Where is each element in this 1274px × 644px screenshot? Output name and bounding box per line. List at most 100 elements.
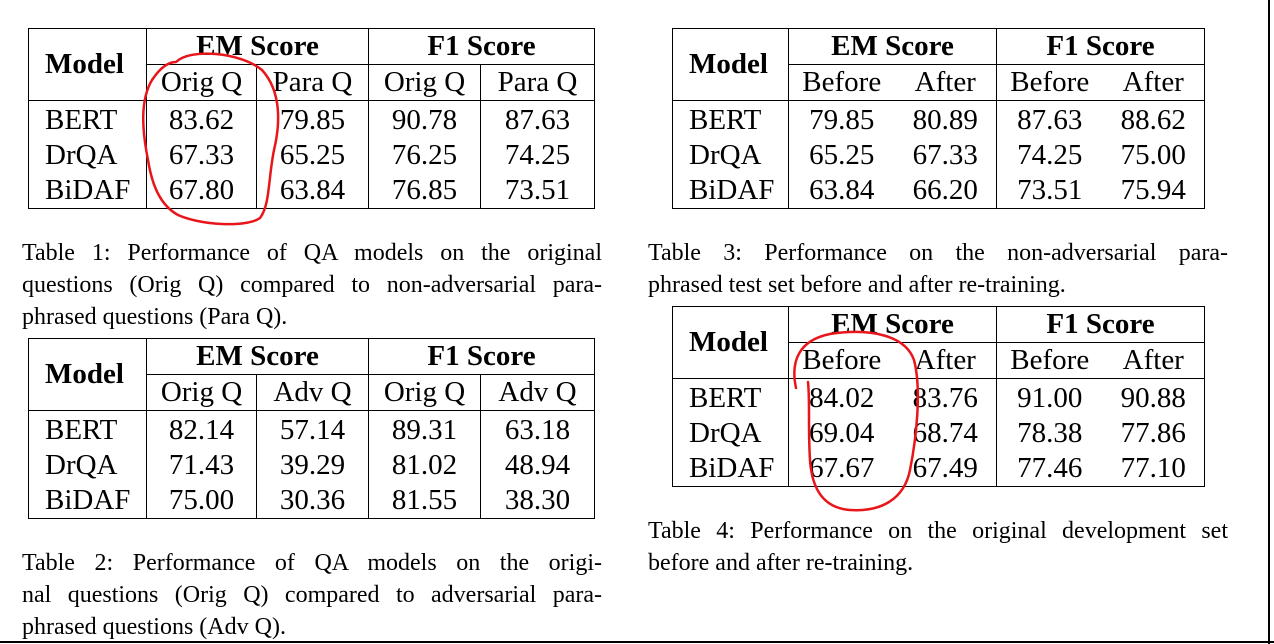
value-cell: 73.51 — [996, 173, 1103, 209]
value-cell: 77.86 — [1102, 416, 1205, 451]
table-row: BERT 79.85 80.89 87.63 88.62 — [672, 100, 1205, 138]
value-cell: 79.85 — [788, 100, 895, 138]
caption-line: nal questions (Orig Q) compared to adver… — [22, 582, 602, 608]
page-border-right — [1268, 0, 1270, 644]
value-cell: 74.25 — [480, 138, 595, 173]
value-cell: 74.25 — [996, 138, 1103, 173]
table-row: DrQA 69.04 68.74 78.38 77.86 — [672, 416, 1205, 451]
value-cell: 83.76 — [894, 378, 997, 416]
model-name-cell: BiDAF — [28, 173, 147, 209]
model-name-cell: BERT — [672, 378, 789, 416]
value-cell: 91.00 — [996, 378, 1103, 416]
caption-line: Table 2: Performance of QA models on the… — [22, 550, 602, 576]
table-row: BiDAF 67.67 67.49 77.46 77.10 — [672, 451, 1205, 487]
subheader-cell: Adv Q — [256, 374, 369, 411]
subheader-cell: Before — [996, 342, 1103, 379]
subheader-cell: Orig Q — [146, 374, 257, 411]
subheader-cell: After — [894, 64, 997, 101]
value-cell: 75.94 — [1102, 173, 1205, 209]
em-score-header: EM Score — [146, 338, 369, 375]
value-cell: 57.14 — [256, 410, 369, 448]
subheader-cell: After — [894, 342, 997, 379]
value-cell: 63.84 — [788, 173, 895, 209]
subheader-cell: Orig Q — [368, 374, 481, 411]
value-cell: 69.04 — [788, 416, 895, 451]
table-2: Model EM Score F1 Score Orig Q Adv Q Ori… — [28, 338, 595, 519]
value-cell: 63.18 — [480, 410, 595, 448]
value-cell: 90.88 — [1102, 378, 1205, 416]
table-2-caption: Table 2: Performance of QA models on the… — [22, 547, 602, 643]
table-3-caption: Table 3: Performance on the non-adversar… — [648, 237, 1228, 301]
table-row: DrQA 71.43 39.29 81.02 48.94 — [28, 448, 595, 483]
model-name-cell: BERT — [672, 100, 789, 138]
table-1: Model EM Score F1 Score Orig Q Para Q Or… — [28, 28, 595, 209]
caption-line: phrased test set before and after re-tra… — [648, 272, 1066, 298]
model-name-cell: BiDAF — [672, 451, 789, 487]
caption-line: questions (Orig Q) compared to non-adver… — [22, 272, 602, 298]
subheader-cell: Adv Q — [480, 374, 595, 411]
f1-score-header: F1 Score — [996, 306, 1205, 343]
value-cell: 81.55 — [368, 483, 481, 519]
table-row: BiDAF 63.84 66.20 73.51 75.94 — [672, 173, 1205, 209]
table-row: BERT 82.14 57.14 89.31 63.18 — [28, 410, 595, 448]
caption-line: Table 3: Performance on the non-adversar… — [648, 240, 1228, 266]
value-cell: 68.74 — [894, 416, 997, 451]
f1-score-header: F1 Score — [368, 28, 595, 65]
value-cell: 75.00 — [1102, 138, 1205, 173]
model-header: Model — [672, 28, 789, 101]
subheader-cell: Before — [788, 342, 895, 379]
value-cell: 88.62 — [1102, 100, 1205, 138]
value-cell: 65.25 — [256, 138, 369, 173]
subheader-cell: Orig Q — [146, 64, 257, 101]
model-name-cell: BERT — [28, 410, 147, 448]
red-circle-annotation-table-1 — [142, 52, 280, 226]
model-name-cell: DrQA — [28, 448, 147, 483]
value-cell: 81.02 — [368, 448, 481, 483]
table-4: Model EM Score F1 Score Before After Bef… — [672, 306, 1205, 487]
value-cell: 38.30 — [480, 483, 595, 519]
subheader-cell: Before — [788, 64, 895, 101]
value-cell: 76.85 — [368, 173, 481, 209]
table-3: Model EM Score F1 Score Before After Bef… — [672, 28, 1205, 209]
value-cell: 84.02 — [788, 378, 895, 416]
model-header: Model — [672, 306, 789, 379]
caption-line: before and after re-training. — [648, 550, 914, 576]
value-cell: 89.31 — [368, 410, 481, 448]
value-cell: 30.36 — [256, 483, 369, 519]
value-cell: 67.49 — [894, 451, 997, 487]
caption-line: phrased questions (Para Q). — [22, 304, 288, 330]
table-4-caption: Table 4: Performance on the original dev… — [648, 515, 1228, 579]
subheader-cell: After — [1102, 64, 1205, 101]
value-cell: 73.51 — [480, 173, 595, 209]
value-cell: 48.94 — [480, 448, 595, 483]
subheader-cell: After — [1102, 342, 1205, 379]
value-cell: 82.14 — [146, 410, 257, 448]
caption-line: Table 1: Performance of QA models on the… — [22, 240, 602, 266]
table-row: BiDAF 67.80 63.84 76.85 73.51 — [28, 173, 595, 209]
value-cell: 78.38 — [996, 416, 1103, 451]
caption-line: phrased questions (Adv Q). — [22, 614, 286, 640]
value-cell: 79.85 — [256, 100, 369, 138]
caption-line: Table 4: Performance on the original dev… — [648, 518, 1228, 544]
model-name-cell: DrQA — [28, 138, 147, 173]
model-header: Model — [28, 28, 147, 101]
table-row: BERT 84.02 83.76 91.00 90.88 — [672, 378, 1205, 416]
subheader-cell: Before — [996, 64, 1103, 101]
value-cell: 77.10 — [1102, 451, 1205, 487]
value-cell: 67.67 — [788, 451, 895, 487]
model-name-cell: BiDAF — [672, 173, 789, 209]
page-border-bottom — [0, 641, 1274, 643]
value-cell: 66.20 — [894, 173, 997, 209]
value-cell: 75.00 — [146, 483, 257, 519]
table-row: BERT 83.62 79.85 90.78 87.63 — [28, 100, 595, 138]
table-row: DrQA 67.33 65.25 76.25 74.25 — [28, 138, 595, 173]
value-cell: 39.29 — [256, 448, 369, 483]
value-cell: 80.89 — [894, 100, 997, 138]
value-cell: 77.46 — [996, 451, 1103, 487]
value-cell: 83.62 — [146, 100, 257, 138]
red-circle-annotation-table-4 — [793, 330, 920, 512]
value-cell: 67.33 — [894, 138, 997, 173]
f1-score-header: F1 Score — [996, 28, 1205, 65]
table-row: DrQA 65.25 67.33 74.25 75.00 — [672, 138, 1205, 173]
